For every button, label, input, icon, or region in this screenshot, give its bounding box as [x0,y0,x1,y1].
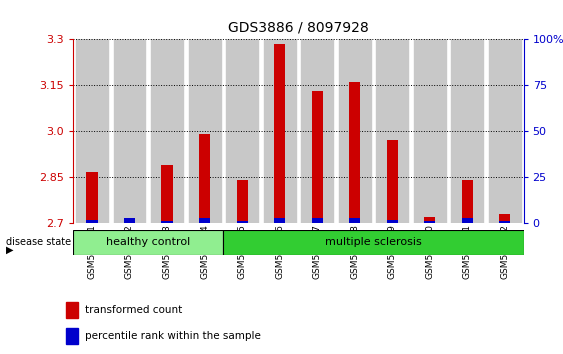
Bar [66,328,78,344]
Bar [311,218,323,223]
Text: disease state: disease state [6,238,71,247]
Bar [462,218,473,223]
Bar [387,140,398,223]
Bar [349,218,360,223]
Title: GDS3886 / 8097928: GDS3886 / 8097928 [228,21,369,35]
Bar [311,91,323,223]
Bar [199,134,210,223]
Bar [424,217,435,223]
Bar [226,39,258,223]
Bar [489,39,521,223]
Bar [499,214,511,223]
Bar [162,221,173,223]
Text: multiple sclerosis: multiple sclerosis [325,238,422,247]
Bar [424,221,435,223]
Bar [66,302,78,318]
Bar [339,39,370,223]
Bar [124,218,135,223]
Bar [263,39,296,223]
Bar [86,220,97,223]
Bar [274,218,285,223]
Bar [73,230,224,255]
Bar [236,180,248,223]
Bar [86,172,97,223]
Text: percentile rank within the sample: percentile rank within the sample [85,331,261,341]
Bar [462,180,473,223]
Bar [414,39,446,223]
Text: healthy control: healthy control [106,238,190,247]
Text: ▶: ▶ [6,245,13,255]
Bar [162,165,173,223]
Bar [224,230,524,255]
Bar [499,221,511,223]
Bar [274,44,285,223]
Bar [236,221,248,223]
Bar [114,39,145,223]
Bar [387,220,398,223]
Bar [452,39,483,223]
Bar [76,39,108,223]
Bar [301,39,333,223]
Bar [199,218,210,223]
Text: transformed count: transformed count [85,305,182,315]
Bar [376,39,408,223]
Bar [349,82,360,223]
Bar [189,39,221,223]
Bar [151,39,183,223]
